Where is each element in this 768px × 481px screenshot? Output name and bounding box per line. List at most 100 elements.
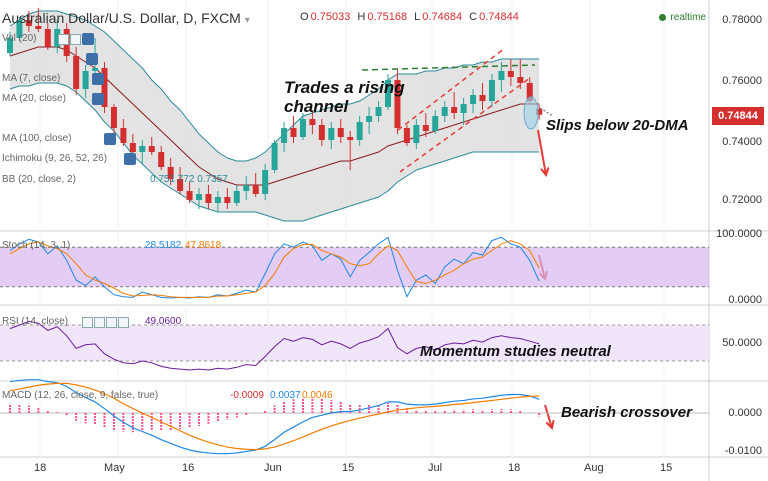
- time-tick: 16: [182, 462, 195, 474]
- candle-body: [44, 29, 51, 47]
- candle-body: [318, 125, 325, 140]
- high-label: H: [357, 11, 366, 23]
- legend-ma7[interactable]: MA (7, close): [2, 73, 61, 84]
- symbol-title[interactable]: Australian Dollar/U.S. Dollar, D, FXCM ▾: [2, 10, 250, 26]
- candle-body: [488, 80, 495, 101]
- high-value: 0.75168: [367, 11, 408, 23]
- candle-body: [271, 143, 278, 170]
- chevron-down-icon[interactable]: ▾: [244, 15, 250, 26]
- legend-bb[interactable]: BB (20, close, 2): [2, 174, 76, 185]
- settings-icon[interactable]: [70, 34, 81, 45]
- stoch-d-line: [9, 240, 540, 298]
- annotation-momentum: Momentum studies neutral: [420, 343, 611, 360]
- time-tick: 18: [34, 462, 47, 474]
- candle-body: [7, 38, 13, 53]
- close-icon[interactable]: [106, 317, 117, 328]
- candle-body: [129, 143, 136, 152]
- open-label: O: [300, 11, 309, 23]
- visibility-toggle-icon[interactable]: [82, 317, 93, 328]
- time-tick: 18: [508, 462, 521, 474]
- candle-body: [356, 122, 363, 140]
- legend-ichimoku[interactable]: Ichimoku (9, 26, 52, 26): [2, 153, 108, 164]
- macd-tick: 0.0000: [728, 407, 762, 419]
- ma20-line: [9, 46, 540, 186]
- eye-icon[interactable]: [86, 53, 98, 65]
- candle-body: [460, 104, 467, 113]
- candle-body: [451, 107, 458, 113]
- candle-body: [186, 191, 193, 200]
- candle-body: [290, 128, 297, 137]
- candle-body: [366, 116, 373, 122]
- candle-body: [262, 170, 269, 194]
- annotation-leader: [539, 107, 554, 117]
- candle-body: [167, 167, 174, 179]
- macd-hist-value: -0.0009: [230, 390, 264, 401]
- candle-body: [35, 26, 42, 29]
- legend-stoch[interactable]: Stoch (14, 3, 1): [2, 240, 71, 251]
- legend-ma20[interactable]: MA (20, close): [2, 93, 66, 104]
- eye-icon[interactable]: [92, 93, 104, 105]
- macd-signal-value: 0.0046: [302, 390, 333, 401]
- candle-body: [92, 68, 99, 71]
- price-down-arrow-head: [540, 167, 550, 178]
- macd-tick: -0.0100: [724, 445, 762, 457]
- candle-body: [309, 119, 316, 125]
- eye-icon[interactable]: [92, 73, 104, 85]
- candle-body: [526, 83, 533, 101]
- candle-body: [403, 128, 410, 143]
- candle-body: [82, 71, 89, 89]
- candle-body: [299, 119, 306, 137]
- macd-signal-line: [9, 382, 540, 451]
- candle-body: [385, 80, 391, 107]
- time-tick: 15: [660, 462, 673, 474]
- candle-body: [196, 194, 202, 200]
- price-down-arrow: [537, 129, 547, 176]
- eye-icon[interactable]: [104, 133, 116, 145]
- candle-body: [347, 137, 354, 140]
- bollinger-band-fill: [10, 11, 540, 221]
- candle-body: [507, 71, 514, 77]
- settings-icon[interactable]: [94, 317, 105, 328]
- eye-icon[interactable]: [124, 153, 136, 165]
- stoch-tick: 100.0000: [716, 228, 762, 240]
- stoch-tick: 0.0000: [728, 294, 762, 306]
- candle-body: [470, 95, 477, 104]
- low-value: 0.74684: [422, 11, 463, 23]
- macd-down-arrow-head: [545, 419, 555, 430]
- candle-body: [148, 146, 155, 152]
- rsi-tick: 50.0000: [722, 337, 762, 349]
- low-label: L: [414, 11, 421, 23]
- candle-body: [214, 197, 221, 203]
- candle-body: [337, 128, 344, 137]
- more-icon[interactable]: [118, 317, 129, 328]
- visibility-toggle-icon[interactable]: [58, 34, 69, 45]
- candle-body: [110, 107, 117, 128]
- candle-body: [205, 194, 212, 203]
- resistance-line: [361, 64, 536, 71]
- rsi-line: [9, 320, 540, 371]
- annotation-rising-channel: Trades a rising channel: [284, 78, 405, 116]
- eye-icon[interactable]: [82, 33, 94, 45]
- legend-ma100[interactable]: MA (100, close): [2, 133, 72, 144]
- open-value: 0.75033: [310, 11, 351, 23]
- macd-value: 0.0037: [270, 390, 301, 401]
- legend-rsi[interactable]: RSI (14, close): [2, 316, 69, 327]
- time-tick: Jun: [264, 462, 282, 474]
- candle-body: [224, 197, 231, 203]
- time-tick: 15: [342, 462, 355, 474]
- price-tick: 0.78000: [722, 14, 762, 26]
- candle-body: [394, 80, 401, 128]
- candle-body: [252, 185, 259, 194]
- channel-upper-line: [397, 47, 506, 131]
- price-tick: 0.74000: [722, 136, 762, 148]
- macd-down-arrow: [544, 404, 553, 429]
- candle-body: [16, 20, 23, 38]
- legend-vol[interactable]: Vol (20): [2, 33, 37, 44]
- realtime-indicator: realtime: [659, 12, 706, 23]
- candle-body: [479, 95, 486, 101]
- legend-macd[interactable]: MACD (12, 26, close, 9, false, true): [2, 390, 159, 401]
- annotation-bearish: Bearish crossover: [561, 404, 692, 421]
- annotation-slips: Slips below 20-DMA: [546, 117, 689, 134]
- candle-body: [139, 146, 146, 152]
